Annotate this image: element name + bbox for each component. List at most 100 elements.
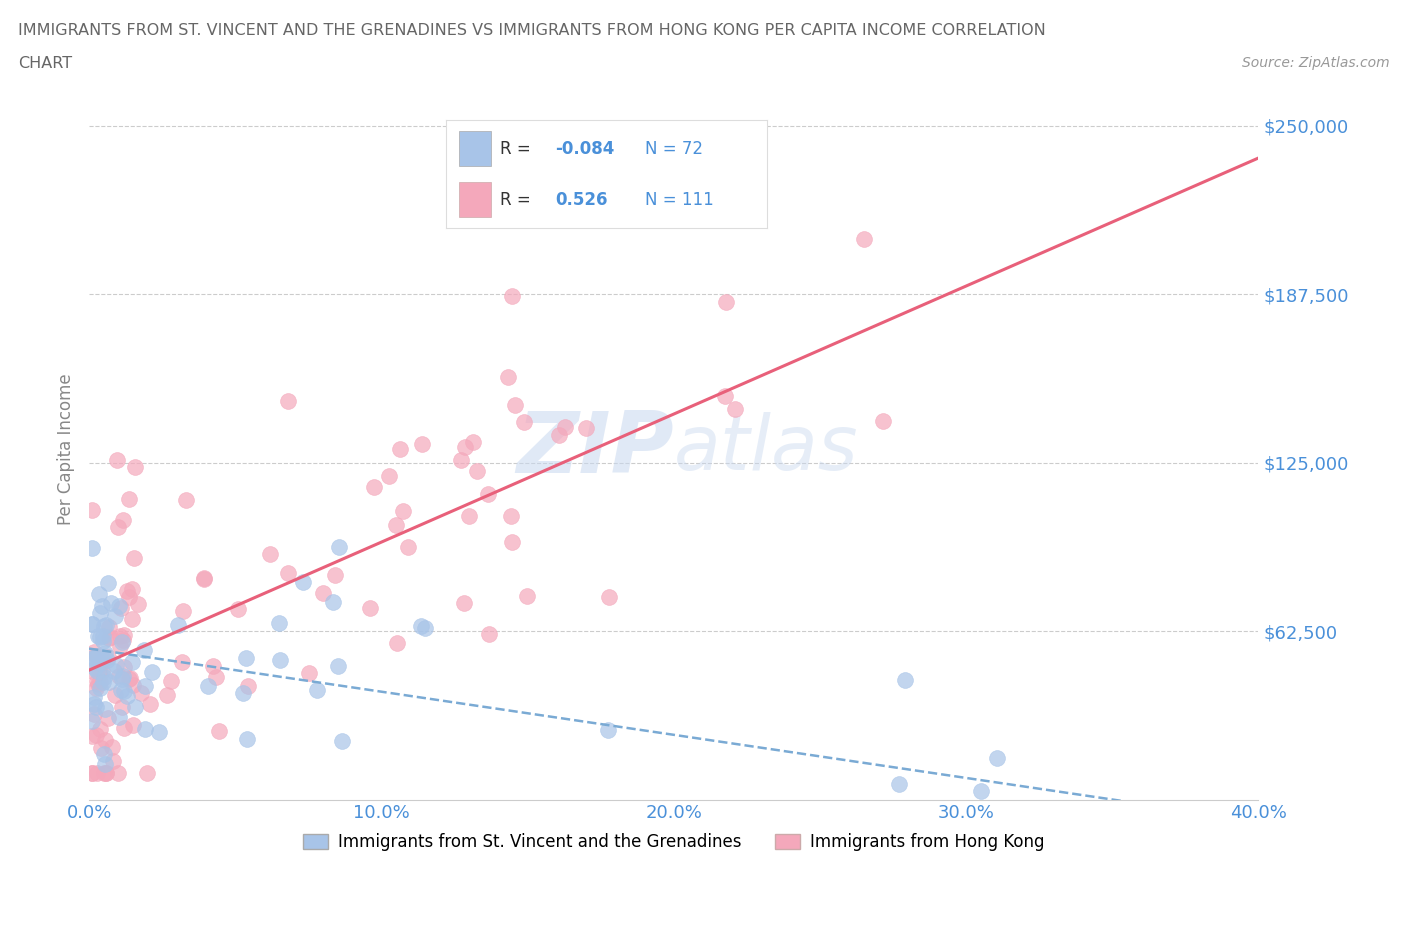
Point: [89, 656, 111, 671]
Point: [411, 437, 433, 452]
Point: [108, 629, 131, 644]
Point: [498, 369, 520, 384]
Point: [80, 502, 103, 517]
Point: [363, 480, 385, 495]
Point: [378, 469, 401, 484]
Point: [139, 697, 162, 711]
Point: [93, 765, 115, 780]
Point: [98, 629, 121, 644]
Point: [461, 434, 484, 449]
Point: [453, 595, 475, 610]
Point: [84, 651, 107, 666]
Point: [124, 459, 146, 474]
Point: [160, 673, 183, 688]
Point: [112, 721, 135, 736]
Point: [208, 724, 231, 738]
Point: [554, 419, 576, 434]
Point: [90, 740, 112, 755]
Point: [108, 639, 131, 654]
Point: [111, 512, 134, 527]
Text: IMMIGRANTS FROM ST. VINCENT AND THE GRENADINES VS IMMIGRANTS FROM HONG KONG PER : IMMIGRANTS FROM ST. VINCENT AND THE GREN…: [18, 23, 1046, 38]
Point: [94, 701, 117, 716]
Point: [121, 612, 143, 627]
Point: [93, 629, 115, 644]
Point: [134, 679, 156, 694]
Point: [89, 587, 111, 602]
Point: [596, 723, 619, 737]
Point: [93, 747, 115, 762]
Point: [512, 415, 534, 430]
Point: [103, 664, 125, 679]
Point: [89, 681, 111, 696]
Point: [97, 649, 120, 664]
Point: [724, 401, 747, 416]
Point: [110, 683, 132, 698]
Point: [193, 571, 215, 586]
Point: [91, 633, 114, 648]
Point: [82, 663, 104, 678]
Point: [111, 699, 134, 714]
Point: [852, 232, 875, 246]
Point: [97, 631, 120, 645]
Point: [305, 683, 328, 698]
Point: [127, 597, 149, 612]
Point: [124, 699, 146, 714]
Point: [93, 670, 115, 684]
Point: [80, 728, 103, 743]
Y-axis label: Per Capita Income: Per Capita Income: [58, 373, 75, 525]
Point: [236, 679, 259, 694]
Point: [83, 644, 105, 659]
Point: [80, 617, 103, 631]
Point: [104, 608, 127, 623]
Point: [82, 540, 104, 555]
Point: [311, 586, 333, 601]
Point: [97, 675, 120, 690]
Point: [499, 509, 522, 524]
Point: [503, 398, 526, 413]
Text: atlas: atlas: [673, 412, 858, 486]
Point: [872, 414, 894, 429]
Point: [501, 534, 523, 549]
Point: [467, 463, 489, 478]
Point: [477, 486, 499, 501]
Point: [134, 722, 156, 737]
Point: [713, 388, 735, 403]
Point: [103, 753, 125, 768]
Point: [100, 595, 122, 610]
Point: [454, 439, 477, 454]
Point: [131, 685, 153, 700]
Point: [115, 688, 138, 703]
Point: [236, 732, 259, 747]
Point: [112, 669, 135, 684]
Point: [86, 664, 108, 679]
Point: [197, 679, 219, 694]
Point: [110, 634, 132, 649]
Point: [90, 651, 112, 666]
Point: [392, 504, 415, 519]
Point: [86, 648, 108, 663]
Point: [83, 690, 105, 705]
Legend: Immigrants from St. Vincent and the Grenadines, Immigrants from Hong Kong: Immigrants from St. Vincent and the Gren…: [297, 827, 1052, 857]
Point: [93, 618, 115, 633]
Point: [986, 751, 1008, 765]
Point: [889, 777, 911, 791]
Point: [105, 453, 128, 468]
Point: [94, 765, 117, 780]
Point: [96, 653, 118, 668]
Point: [170, 654, 193, 669]
Point: [291, 575, 314, 590]
Point: [94, 645, 117, 660]
Point: [120, 671, 142, 685]
Point: [134, 643, 156, 658]
Point: [141, 665, 163, 680]
Point: [87, 676, 110, 691]
Point: [598, 590, 620, 604]
Point: [80, 765, 103, 780]
Point: [193, 572, 215, 587]
Point: [121, 581, 143, 596]
Point: [235, 651, 257, 666]
Point: [104, 687, 127, 702]
Point: [97, 620, 120, 635]
Point: [108, 599, 131, 614]
Point: [110, 601, 132, 616]
